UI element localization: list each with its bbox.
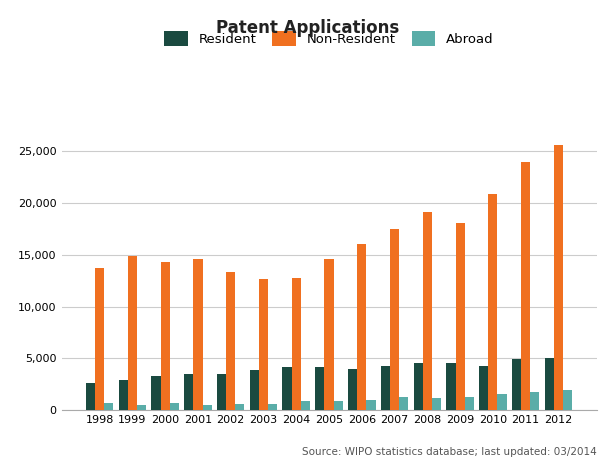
Bar bbox=[325, 259, 333, 410]
Bar bbox=[161, 262, 170, 410]
Bar bbox=[333, 401, 343, 410]
Bar bbox=[301, 401, 310, 410]
Text: Source: WIPO statistics database; last updated: 03/2014: Source: WIPO statistics database; last u… bbox=[302, 447, 597, 457]
Bar bbox=[357, 244, 367, 410]
Bar bbox=[446, 363, 456, 410]
Bar bbox=[86, 383, 95, 410]
Bar bbox=[367, 400, 376, 410]
Bar bbox=[432, 397, 441, 410]
Text: Patent Applications: Patent Applications bbox=[216, 19, 399, 37]
Bar bbox=[226, 272, 236, 410]
Bar bbox=[545, 358, 554, 410]
Bar bbox=[479, 365, 488, 410]
Bar bbox=[456, 223, 465, 410]
Bar bbox=[521, 162, 530, 410]
Bar bbox=[95, 268, 104, 410]
Bar bbox=[236, 404, 244, 410]
Bar bbox=[292, 278, 301, 410]
Bar bbox=[315, 367, 325, 410]
Bar bbox=[465, 397, 474, 410]
Legend: Resident, Non-Resident, Abroad: Resident, Non-Resident, Abroad bbox=[164, 31, 494, 46]
Bar bbox=[423, 212, 432, 410]
Bar bbox=[282, 367, 292, 410]
Bar bbox=[554, 145, 563, 410]
Bar bbox=[563, 391, 572, 410]
Bar bbox=[348, 369, 357, 410]
Bar bbox=[259, 279, 268, 410]
Bar bbox=[399, 397, 408, 410]
Bar bbox=[119, 380, 128, 410]
Bar bbox=[488, 194, 498, 410]
Bar bbox=[498, 393, 507, 410]
Bar bbox=[202, 405, 212, 410]
Bar bbox=[268, 404, 277, 410]
Bar bbox=[381, 365, 390, 410]
Bar bbox=[217, 374, 226, 410]
Bar bbox=[512, 359, 521, 410]
Bar bbox=[390, 229, 399, 410]
Bar bbox=[137, 405, 146, 410]
Bar bbox=[414, 363, 423, 410]
Bar bbox=[250, 370, 259, 410]
Bar bbox=[128, 256, 137, 410]
Bar bbox=[170, 403, 179, 410]
Bar bbox=[184, 374, 193, 410]
Bar bbox=[151, 376, 161, 410]
Bar bbox=[193, 259, 202, 410]
Bar bbox=[530, 392, 539, 410]
Bar bbox=[104, 403, 113, 410]
